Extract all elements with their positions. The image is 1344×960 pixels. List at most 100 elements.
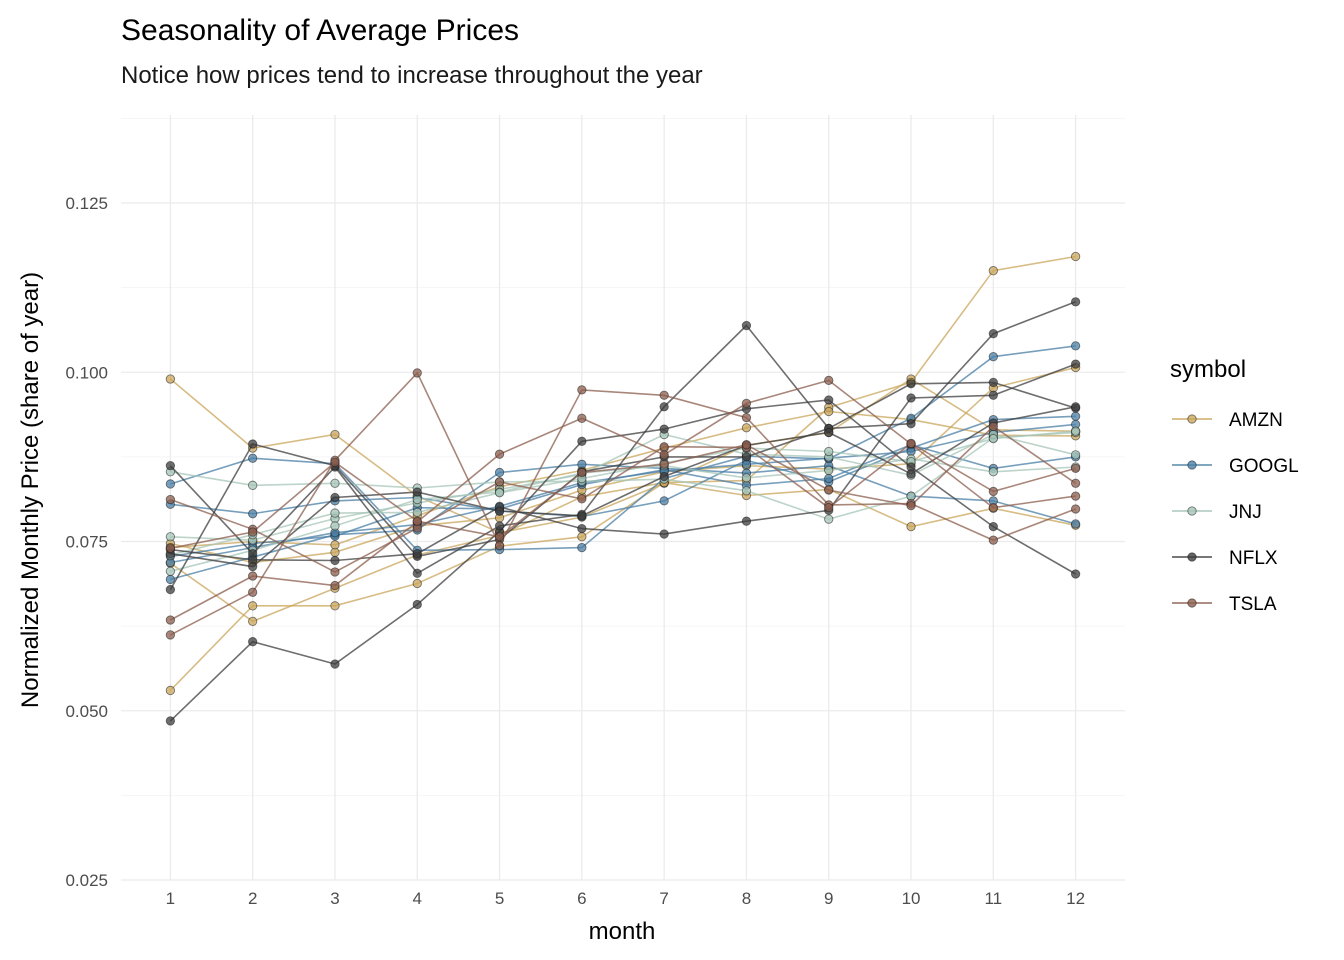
data-point (330, 555, 340, 566)
data-point (165, 532, 176, 542)
data-point (165, 566, 176, 576)
x-tick-label: 8 (742, 889, 751, 908)
series-line (170, 442, 1076, 573)
data-point (165, 685, 176, 696)
series-tsla (165, 368, 1081, 640)
data-point (412, 507, 422, 518)
data-point (906, 500, 916, 511)
data-point (248, 453, 258, 463)
data-point (824, 446, 834, 457)
legend-items: AMZN GOOGL JNJ NFLX TSLA (1172, 410, 1299, 615)
data-point (412, 599, 422, 610)
data-point (165, 494, 176, 505)
data-point (494, 467, 505, 478)
data-point (741, 412, 752, 423)
series-line (170, 463, 1076, 581)
series-line (170, 430, 1076, 556)
data-point (330, 457, 340, 467)
series-line (170, 433, 1076, 542)
data-point (741, 486, 752, 496)
data-point (165, 584, 176, 595)
data-point (988, 467, 998, 477)
x-tick-label: 5 (495, 889, 504, 908)
data-point (824, 375, 834, 386)
plot-area (165, 251, 1081, 726)
data-point (1070, 341, 1081, 351)
data-point (659, 529, 669, 539)
y-axis-ticks: 0.025 0.050 0.075 0.100 0.125 (65, 194, 108, 890)
data-point (1070, 297, 1081, 307)
data-point (824, 473, 834, 484)
series-line (170, 410, 1076, 549)
data-point (248, 480, 258, 490)
data-point (988, 390, 998, 400)
data-point (577, 467, 587, 478)
data-point (741, 423, 752, 433)
series-line (169, 378, 1076, 534)
data-point (494, 540, 505, 551)
x-tick-label: 2 (248, 889, 257, 908)
data-point (330, 580, 340, 591)
data-point (1070, 519, 1081, 529)
data-point (330, 508, 340, 518)
x-tick-label: 4 (413, 889, 422, 908)
series-line (169, 255, 1076, 691)
data-point (988, 329, 998, 339)
data-point (824, 485, 834, 495)
data-point (165, 461, 176, 471)
data-point (906, 521, 916, 532)
data-point (248, 509, 258, 519)
data-point (494, 521, 505, 531)
data-point (741, 473, 752, 483)
data-point (988, 266, 998, 276)
data-point (577, 542, 587, 553)
x-tick-label: 12 (1066, 889, 1085, 908)
x-tick-label: 11 (984, 889, 1002, 908)
legend: symbol AMZN GOOGL JNJ NFLX TSLA (1170, 356, 1299, 615)
data-point (988, 421, 998, 432)
legend-label: TSLA (1229, 594, 1277, 615)
data-point (412, 368, 422, 378)
data-point (906, 438, 916, 448)
legend-label: NFLX (1229, 548, 1278, 569)
data-point (824, 465, 834, 476)
y-tick-label: 0.050 (65, 702, 108, 721)
legend-item-tsla: TSLA (1172, 594, 1277, 615)
data-point (494, 506, 505, 516)
data-point (577, 413, 587, 423)
data-point (741, 398, 752, 409)
data-point (248, 587, 258, 597)
data-point (494, 488, 505, 498)
data-point (741, 440, 752, 450)
data-point (659, 442, 669, 452)
data-point (330, 478, 340, 488)
data-point (330, 540, 340, 550)
series-line (170, 415, 1076, 518)
series-line (170, 423, 1076, 564)
legend-item-googl: GOOGL (1172, 456, 1299, 477)
x-axis-title: month (589, 918, 656, 945)
legend-key-point (1187, 460, 1197, 470)
data-point (330, 601, 340, 611)
x-axis-ticks: 1 2 3 4 5 6 7 8 9 10 11 12 (166, 889, 1085, 908)
legend-key-point (1187, 552, 1197, 562)
data-point (248, 637, 258, 647)
data-point (659, 402, 669, 412)
y-tick-label: 0.100 (65, 363, 108, 382)
legend-key-point (1187, 506, 1197, 516)
legend-key-point (1187, 414, 1197, 424)
data-point (248, 439, 258, 449)
data-point (248, 616, 258, 627)
data-point (577, 523, 587, 534)
data-point (906, 379, 916, 389)
data-point (906, 469, 916, 479)
data-point (165, 374, 176, 384)
data-point (659, 471, 669, 482)
data-point (1070, 402, 1081, 412)
y-axis-title: Normalized Monthly Price (share of year) (17, 272, 44, 708)
data-point (330, 521, 340, 531)
data-point (330, 492, 340, 503)
series-line (169, 399, 1076, 722)
data-point (988, 352, 998, 362)
x-tick-label: 3 (330, 889, 339, 908)
